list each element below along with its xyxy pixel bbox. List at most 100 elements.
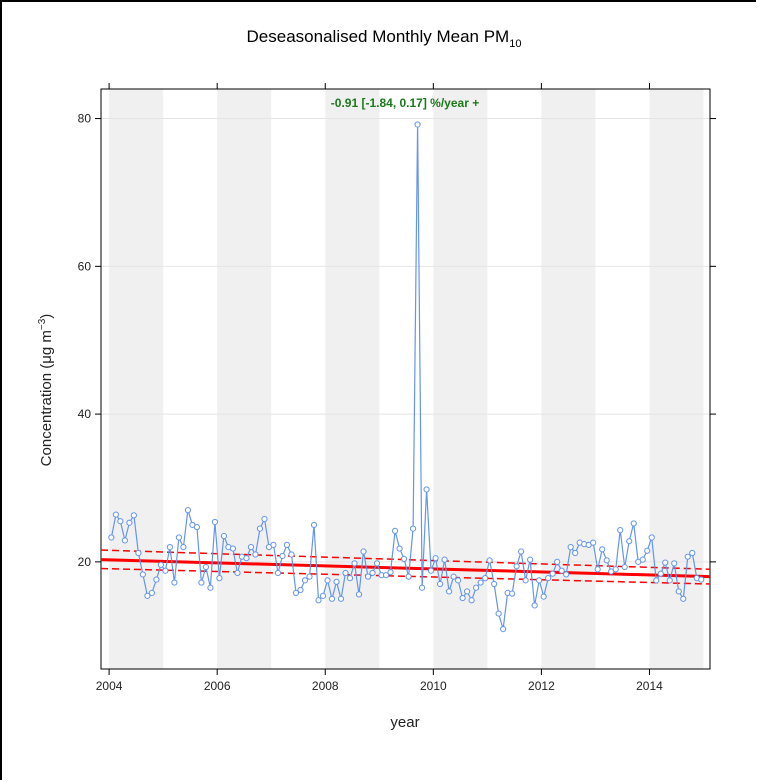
data-point (648, 534, 655, 541)
data-point (450, 573, 457, 580)
data-point (540, 593, 547, 600)
data-point (184, 507, 192, 514)
data-point (301, 577, 309, 584)
data-point (274, 569, 282, 577)
y-tick-label: 80 (78, 112, 92, 126)
data-point (536, 577, 543, 584)
data-point (337, 595, 345, 602)
data-point (486, 557, 493, 564)
data-point (432, 555, 439, 562)
data-point (482, 575, 489, 582)
data-point (549, 570, 556, 577)
data-point (216, 575, 223, 582)
data-point (297, 586, 304, 594)
x-axis-label: year (390, 714, 419, 731)
data-point (166, 543, 173, 551)
data-point (518, 548, 525, 555)
data-point (211, 518, 219, 526)
data-point (360, 548, 367, 555)
data-point (243, 555, 250, 562)
y-axis-label-unit: g m (38, 330, 55, 355)
data-point (139, 571, 146, 578)
data-point (572, 549, 579, 557)
data-point (126, 519, 133, 526)
data-point (522, 577, 529, 584)
data-point (261, 515, 268, 523)
data-point (135, 549, 142, 557)
data-point (621, 563, 628, 571)
y-tick-label: 40 (78, 407, 92, 421)
data-point (689, 549, 696, 557)
data-point (653, 577, 660, 584)
data-point (256, 525, 264, 532)
data-point (680, 595, 687, 602)
data-point (202, 563, 210, 571)
data-point (279, 552, 286, 560)
data-point (108, 534, 115, 541)
x-tick-label: 2006 (204, 679, 231, 693)
data-point (558, 567, 565, 574)
y-axis-label: Concentration (μg m−3) (37, 314, 55, 467)
data-point (130, 512, 137, 519)
data-point (162, 567, 169, 574)
data-point (153, 576, 160, 583)
data-point (684, 553, 691, 560)
chart-title-subscript: 10 (509, 38, 521, 50)
data-point (527, 556, 534, 563)
data-point (193, 524, 201, 531)
y-axis-ticks: 20 40 60 80 (78, 112, 716, 569)
data-point (671, 560, 678, 567)
data-point (563, 571, 570, 578)
data-point (459, 594, 466, 602)
alternating-year-bands (109, 89, 704, 669)
data-point (288, 551, 295, 558)
data-point (355, 591, 363, 598)
data-point (567, 543, 574, 551)
data-point (112, 511, 119, 518)
data-point (531, 602, 538, 609)
data-point (346, 575, 354, 582)
chart-title: Deseasonalised Monthly Mean PM10 (247, 27, 522, 50)
y-tick-label: 20 (78, 555, 92, 569)
data-point (545, 575, 552, 582)
data-point (418, 584, 426, 591)
data-point (464, 588, 471, 595)
trend-lower-ci (100, 567, 711, 585)
series-line (110, 124, 702, 630)
data-point (364, 573, 372, 580)
x-tick-label: 2008 (312, 679, 339, 693)
x-axis-ticks: 2004 2006 2008 2010 2012 2014 (96, 83, 663, 693)
x-tick-label: 2012 (528, 679, 555, 693)
data-point (666, 577, 673, 584)
x-tick-label: 2004 (96, 679, 123, 693)
data-point (612, 566, 619, 573)
data-point (310, 521, 318, 529)
data-point (590, 539, 597, 546)
data-point (454, 577, 462, 584)
trend-annotation: -0.91 [-1.84, 0.17] %/year + (331, 96, 479, 110)
data-point (373, 560, 381, 567)
data-point (121, 537, 128, 544)
data-point (630, 520, 637, 527)
data-point (292, 589, 300, 596)
data-point (319, 592, 327, 599)
data-point (342, 569, 349, 577)
data-point (171, 579, 178, 586)
trend-line (100, 558, 711, 579)
data-point (473, 584, 480, 591)
data-point (617, 526, 624, 534)
x-tick-label: 2014 (636, 679, 663, 693)
data-point (657, 570, 664, 577)
data-point (198, 579, 205, 586)
data-point (252, 551, 259, 558)
data-point (603, 557, 610, 564)
data-point (639, 556, 646, 563)
data-point (698, 576, 705, 583)
data-point (283, 541, 291, 548)
data-point (445, 588, 453, 595)
data-point (491, 580, 498, 588)
data-point (247, 543, 255, 551)
data-point (468, 597, 475, 604)
data-point (675, 588, 682, 595)
